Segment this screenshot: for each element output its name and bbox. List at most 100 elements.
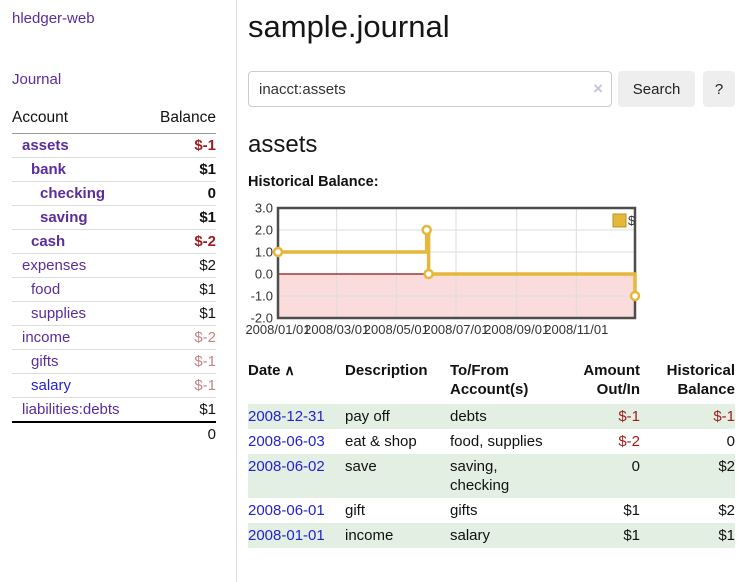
description-cell: income [345,523,450,548]
header-line1: Historical [666,362,735,379]
account-link-income[interactable]: income [22,329,71,346]
account-balance: $1 [199,401,216,418]
chart-border [276,206,637,320]
accounts-cell: gifts [450,502,478,519]
account-link-expenses[interactable]: expenses [22,257,87,274]
y-tick-label: 0.0 [255,267,273,282]
account-row: liabilities:debts $1 [12,398,216,423]
account-link-liabilities-debts[interactable]: liabilities:debts [22,401,120,418]
date-cell: 2008-01-01 [248,523,345,548]
amount-cell: $-2 [618,433,640,450]
data-point-marker[interactable] [423,268,434,280]
x-tick-label: 2008/05/01 [364,322,429,337]
data-point-marker[interactable] [629,290,641,302]
amount-cell: $-1 [558,404,640,429]
account-link-salary[interactable]: salary [31,377,72,394]
x-tick-label: 2008/07/01 [423,322,488,337]
header-line2: Account(s) [450,381,529,398]
account-row: supplies $1 [12,301,216,326]
accounts-total-row: 0 [12,421,216,446]
x-tick-label: 2008/09/01 [484,322,549,337]
account-balance: 0 [146,181,216,206]
transaction-row: 2008-06-01 gift gifts $1 $2 [248,498,735,523]
balance-cell: $1 [640,523,735,548]
register-header-description: Description [345,361,450,404]
accounts-cell: food, supplies [450,433,543,450]
account-row: cash $-2 [12,229,216,254]
transaction-row: 2008-06-02 save saving, checking 0 $2 [248,454,735,498]
description-cell: save [345,454,450,498]
account-balance: $1 [146,205,216,230]
legend-label: $ [628,213,636,228]
account-row: expenses $2 [12,253,216,278]
transaction-date-link[interactable]: 2008-01-01 [248,527,325,544]
historical-balance-chart[interactable]: $3.0 2.0 1.0 0.0 -1.0 -2.0 2008/01/01 2008/03/0… [245,201,735,341]
search-button[interactable]: Search [618,71,696,107]
transaction-date-link[interactable]: 2008-06-02 [248,458,325,475]
description-cell: eat & shop [345,433,417,450]
search-input[interactable] [248,71,612,107]
accounts-header-balance: Balance [146,109,216,134]
header-line1: Date [248,362,281,379]
app-brand-link[interactable]: hledger-web [12,10,95,27]
y-tick-label: -1.0 [251,289,273,304]
account-balance: $1 [146,277,216,302]
chart-label: Historical Balance: [248,174,379,190]
account-row: assets $-1 [12,133,216,158]
account-link-gifts[interactable]: gifts [31,353,59,370]
transaction-row: 2008-12-31 pay off debts $-1 $-1 [248,404,735,429]
amount-cell: $1 [558,523,640,548]
account-balance: $-1 [146,133,216,158]
page-title: sample.journal [248,9,450,44]
balance-cell: $2 [640,454,735,498]
legend-swatch [612,213,627,228]
sidebar-item-journal[interactable]: Journal [12,71,62,88]
account-balance: $-2 [146,229,216,254]
header-line2: Balance [677,381,735,398]
account-row: saving $1 [12,205,216,230]
y-tick-label: 3.0 [255,201,273,216]
transaction-date-link[interactable]: 2008-12-31 [248,408,325,425]
header-line1: To/From [450,362,509,379]
account-balance: $1 [146,157,216,182]
account-balance: $-1 [146,373,216,398]
x-tick-label: 2008/03/01 [304,322,369,337]
account-link-saving[interactable]: saving [40,209,88,226]
y-tick-label: 1.0 [255,245,273,260]
help-button[interactable]: ? [703,71,735,107]
account-heading: assets [248,131,318,158]
account-row: salary $-1 [12,373,216,398]
balance-cell: $-1 [640,404,735,429]
account-link-cash[interactable]: cash [31,233,66,250]
account-balance: $2 [146,253,216,278]
account-link-bank[interactable]: bank [31,161,67,178]
transaction-date-link[interactable]: 2008-06-01 [248,502,325,519]
clear-search-icon[interactable]: × [593,79,603,98]
register-header-date[interactable]: Date ∧ [248,361,345,404]
accounts-total-balance: 0 [146,421,216,446]
data-point-marker[interactable] [421,224,432,236]
header-line1: Amount [583,362,640,379]
account-link-assets[interactable]: assets [22,137,69,154]
sort-ascending-icon: ∧ [284,362,295,378]
account-row: income $-2 [12,325,216,350]
account-link-supplies[interactable]: supplies [31,305,87,322]
data-point-marker[interactable] [272,246,284,258]
accounts-table: Account Balance assets $-1 bank $1 checking 0… [12,109,216,446]
y-tick-label: -2.0 [251,311,273,326]
balance-cell: $2 [718,502,735,519]
sidebar: hledger-web Journal Account Balance asse… [0,0,237,582]
register-header-amount: Amount Out/In [558,361,640,404]
account-link-food[interactable]: food [31,281,61,298]
account-link-checking[interactable]: checking [40,185,106,202]
chart-canvas[interactable]: $3.0 2.0 1.0 0.0 -1.0 -2.02008/01/012008/03/0… [245,201,643,337]
transaction-date-link[interactable]: 2008-06-03 [248,433,325,450]
description-cell: gift [345,502,366,519]
accounts-header-account: Account [12,109,147,134]
date-cell: 2008-12-31 [248,404,345,429]
header-line2: Out/In [596,381,640,398]
account-balance: $-1 [146,349,216,374]
account-row: gifts $-1 [12,349,216,374]
balance-cell: 0 [726,433,735,450]
register-header-historical: Historical Balance [640,361,735,404]
